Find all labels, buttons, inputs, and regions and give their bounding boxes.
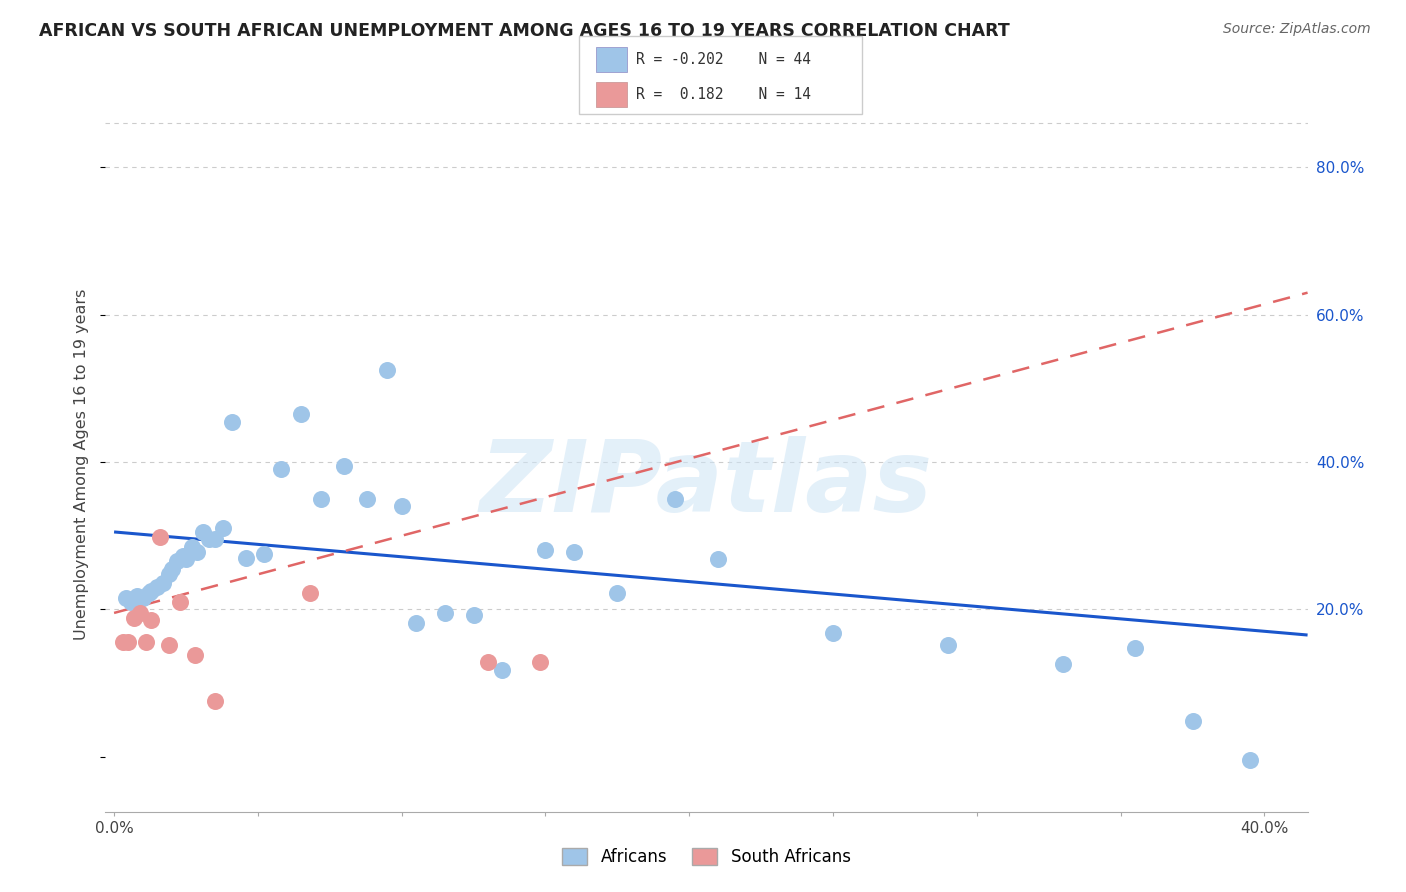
Point	[606, 586, 628, 600]
Point	[298, 586, 321, 600]
Point	[198, 533, 221, 547]
Point	[1123, 640, 1146, 655]
Point	[375, 363, 398, 377]
Point	[174, 552, 197, 566]
Point	[141, 583, 163, 598]
Point	[212, 521, 235, 535]
Point	[204, 694, 226, 708]
Point	[146, 580, 169, 594]
Text: R =  0.182    N = 14: R = 0.182 N = 14	[636, 87, 810, 102]
Point	[707, 552, 730, 566]
Point	[1239, 753, 1261, 767]
Point	[1181, 714, 1204, 728]
Point	[491, 663, 513, 677]
Point	[157, 638, 180, 652]
Point	[477, 655, 499, 669]
Point	[129, 606, 152, 620]
Point	[160, 562, 183, 576]
Point	[235, 550, 257, 565]
Point	[120, 595, 142, 609]
Point	[127, 589, 149, 603]
Text: AFRICAN VS SOUTH AFRICAN UNEMPLOYMENT AMONG AGES 16 TO 19 YEARS CORRELATION CHAR: AFRICAN VS SOUTH AFRICAN UNEMPLOYMENT AM…	[39, 22, 1010, 40]
Point	[333, 458, 356, 473]
Point	[169, 595, 191, 609]
Point	[405, 615, 427, 630]
Point	[114, 591, 136, 606]
Point	[936, 638, 959, 652]
Point	[821, 625, 844, 640]
Point	[309, 491, 332, 506]
Point	[122, 611, 145, 625]
Point	[186, 545, 208, 559]
Point	[132, 591, 155, 606]
Point	[253, 547, 276, 561]
Point	[433, 606, 456, 620]
Point	[1052, 657, 1074, 672]
Point	[529, 655, 551, 669]
Y-axis label: Unemployment Among Ages 16 to 19 years: Unemployment Among Ages 16 to 19 years	[75, 288, 90, 640]
Point	[152, 576, 174, 591]
Point	[172, 549, 194, 564]
Point	[138, 586, 160, 600]
Point	[562, 545, 585, 559]
Text: ZIPatlas: ZIPatlas	[479, 436, 934, 533]
Point	[534, 543, 557, 558]
Point	[166, 554, 188, 568]
Point	[117, 635, 139, 649]
Point	[149, 530, 172, 544]
Point	[204, 533, 226, 547]
Point	[664, 491, 686, 506]
Text: Source: ZipAtlas.com: Source: ZipAtlas.com	[1223, 22, 1371, 37]
Point	[290, 407, 312, 421]
Point	[463, 608, 485, 623]
Point	[157, 566, 180, 581]
Point	[221, 415, 243, 429]
Point	[270, 462, 292, 476]
Point	[135, 635, 157, 649]
Text: R = -0.202    N = 44: R = -0.202 N = 44	[636, 52, 810, 67]
Point	[391, 499, 413, 513]
Point	[356, 491, 378, 506]
Point	[183, 648, 205, 662]
Legend: Africans, South Africans: Africans, South Africans	[555, 841, 858, 873]
Point	[111, 635, 134, 649]
Point	[180, 540, 202, 554]
Point	[141, 613, 163, 627]
Point	[193, 524, 215, 539]
